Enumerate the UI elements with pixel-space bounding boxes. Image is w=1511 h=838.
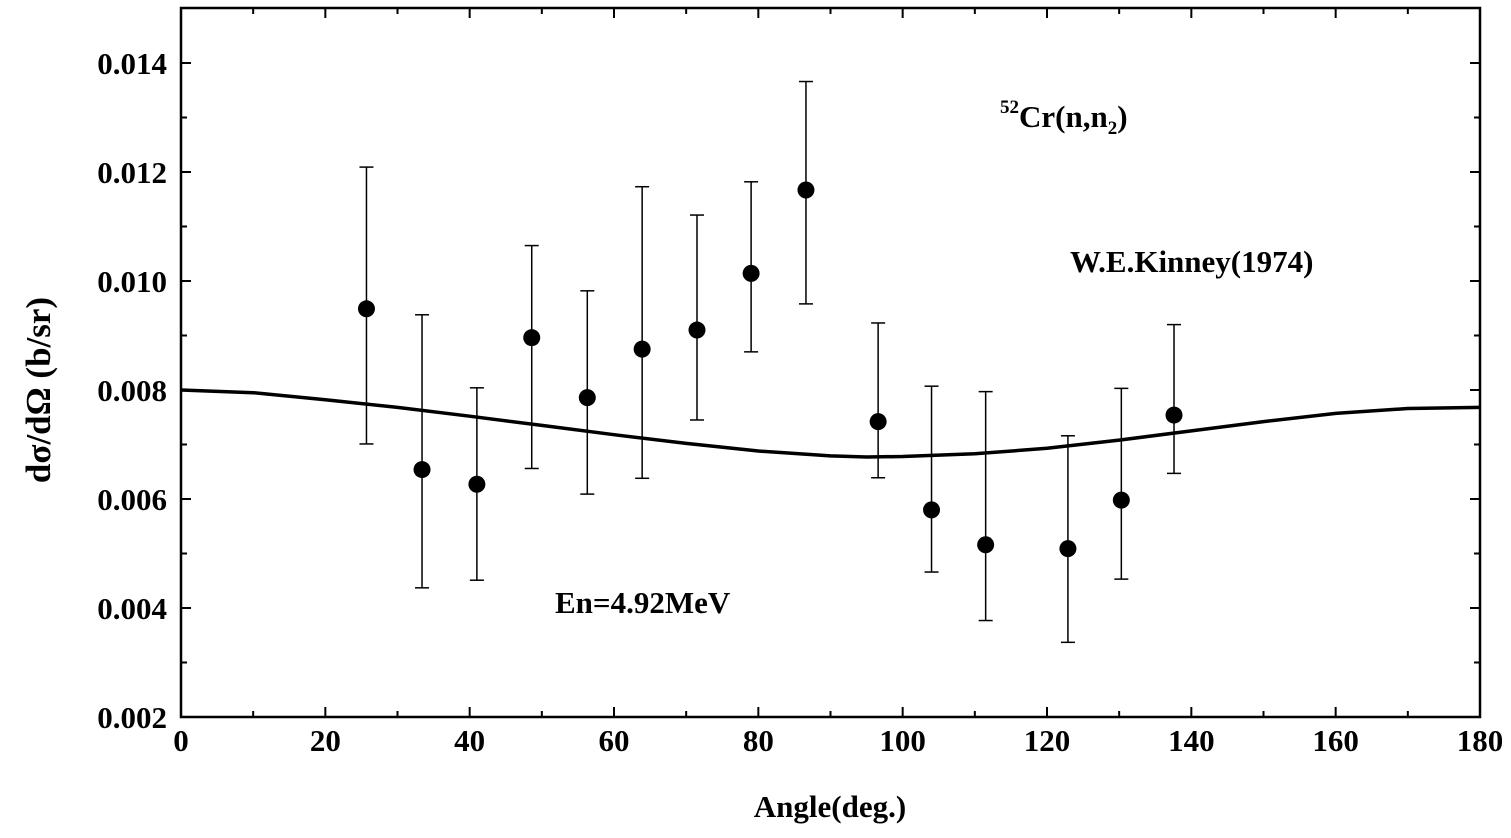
x-tick-label: 180 — [1457, 723, 1504, 758]
reaction-end: ) — [1117, 99, 1127, 134]
data-point — [977, 536, 995, 554]
energy-annotation: En=4.92MeV — [555, 585, 731, 620]
author-annotation: W.E.Kinney(1974) — [1070, 244, 1313, 279]
data-point — [633, 340, 651, 358]
data-point-group — [688, 214, 706, 421]
data-point-group — [357, 166, 375, 445]
x-tick-label: 120 — [1024, 723, 1071, 758]
data-point-group — [578, 290, 596, 495]
data-point-group — [413, 314, 431, 589]
reaction-main: Cr(n,n — [1019, 99, 1108, 134]
data-point — [1165, 406, 1183, 424]
data-point — [797, 181, 815, 199]
x-tick-label: 60 — [599, 723, 630, 758]
y-tick-label: 0.012 — [97, 155, 167, 190]
data-point-group — [742, 181, 760, 353]
data-point — [742, 264, 760, 282]
data-point — [1112, 491, 1130, 509]
reaction-subscript: 2 — [1108, 118, 1118, 139]
y-tick-label: 0.004 — [97, 591, 167, 626]
reaction-superscript: 52 — [1000, 97, 1019, 118]
data-point-group — [923, 385, 941, 573]
data-point — [523, 329, 541, 347]
x-axis-label: Angle(deg.) — [754, 789, 906, 824]
data-point-group — [1059, 435, 1077, 644]
data-point — [869, 413, 887, 431]
x-tick-label: 160 — [1312, 723, 1359, 758]
data-point — [923, 501, 941, 519]
x-tick-label: 140 — [1168, 723, 1215, 758]
plot-frame — [179, 6, 1482, 719]
data-point-group — [633, 185, 651, 480]
y-tick-label: 0.014 — [97, 46, 167, 81]
data-point — [688, 321, 706, 339]
data-point-group — [1165, 323, 1183, 475]
y-tick-label: 0.002 — [97, 700, 167, 735]
y-tick-label: 0.008 — [97, 373, 167, 408]
data-point-group — [1112, 387, 1130, 580]
data-point — [413, 461, 431, 479]
theory-curve — [180, 388, 1481, 459]
data-point-group — [797, 80, 815, 305]
data-point — [578, 389, 596, 407]
reaction-annotation: 52Cr(n,n2) — [1000, 97, 1128, 139]
x-tick-label: 0 — [173, 723, 189, 758]
data-point — [357, 300, 375, 318]
axes: 0 20 40 60 80 100 120 140 160 180 0.002 0.004 0.006 0… — [97, 6, 1504, 758]
x-tick-label: 20 — [310, 723, 341, 758]
y-tick-label: 0.010 — [97, 264, 167, 299]
data-point-group — [977, 390, 995, 622]
y-axis-label: dσ/dΩ (b/sr) — [19, 297, 58, 483]
data-point — [468, 475, 486, 493]
x-tick-label: 100 — [879, 723, 926, 758]
x-tick-label: 40 — [454, 723, 485, 758]
x-tick-label: 80 — [743, 723, 774, 758]
data-point — [1059, 540, 1077, 558]
y-tick-label: 0.006 — [97, 482, 167, 517]
data-point-group — [468, 387, 486, 581]
data-point-group — [869, 322, 887, 479]
plot-marks — [180, 80, 1481, 644]
data-point-group — [523, 244, 541, 470]
